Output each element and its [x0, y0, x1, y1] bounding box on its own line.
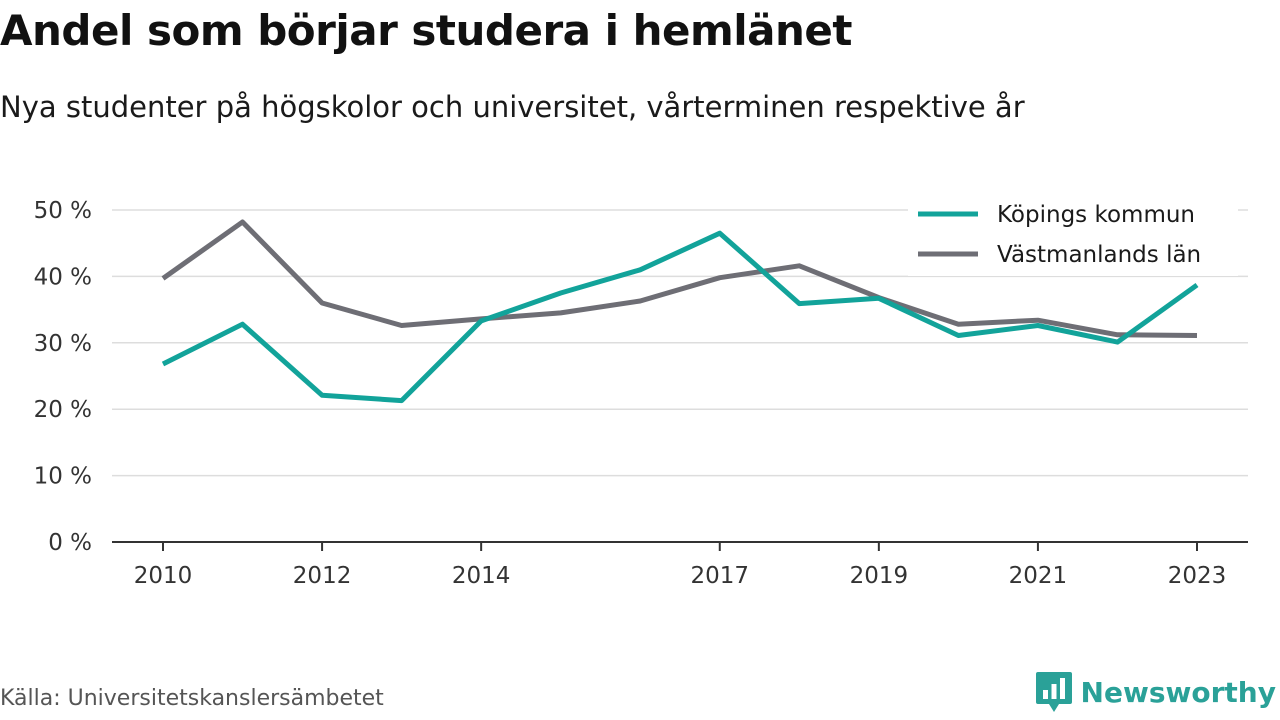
line-chart: 0 % 10 % 20 % 30 % 40 % 50 % 2010 2012 2014 2017…: [33, 190, 1248, 589]
chart-title: Andel som börjar studera i hemlänet: [0, 6, 853, 55]
y-axis: 0 % 10 % 20 % 30 % 40 % 50 %: [34, 198, 92, 556]
y-tick-label: 40 %: [34, 264, 92, 290]
newsworthy-logo-icon: [1035, 672, 1072, 712]
x-tick-label: 2014: [452, 563, 511, 589]
x-tick-label: 2017: [690, 563, 749, 589]
x-tick-label: 2019: [850, 563, 909, 589]
legend-box: [908, 190, 1238, 276]
chart-subtitle: Nya studenter på högskolor och universit…: [0, 90, 1025, 124]
source-note: Källa: Universitetskanslersämbetet: [0, 686, 384, 711]
x-tick-label: 2010: [134, 563, 193, 589]
y-tick-label: 0 %: [48, 530, 92, 556]
y-tick-label: 30 %: [34, 331, 92, 357]
brand-name: Newsworthy: [1080, 675, 1276, 709]
brand[interactable]: Newsworthy: [1035, 670, 1276, 714]
y-tick-label: 50 %: [34, 198, 92, 224]
x-tick-label: 2012: [293, 563, 352, 589]
legend-label: Köpings kommun: [997, 202, 1195, 228]
y-tick-label: 20 %: [34, 397, 92, 423]
x-tick-label: 2021: [1009, 563, 1068, 589]
x-axis: 2010 2012 2014 2017 2019 2021 2023: [112, 541, 1248, 589]
series-line-v-stmanlands-l-n: [161, 219, 1198, 338]
series-line-k-pings-kommun: [161, 230, 1199, 404]
x-tick-label: 2023: [1168, 563, 1227, 589]
legend-label: Västmanlands län: [997, 242, 1201, 268]
series-lines: [161, 219, 1199, 404]
legend: Köpings kommun Västmanlands län: [908, 190, 1238, 276]
y-tick-label: 10 %: [34, 464, 92, 490]
